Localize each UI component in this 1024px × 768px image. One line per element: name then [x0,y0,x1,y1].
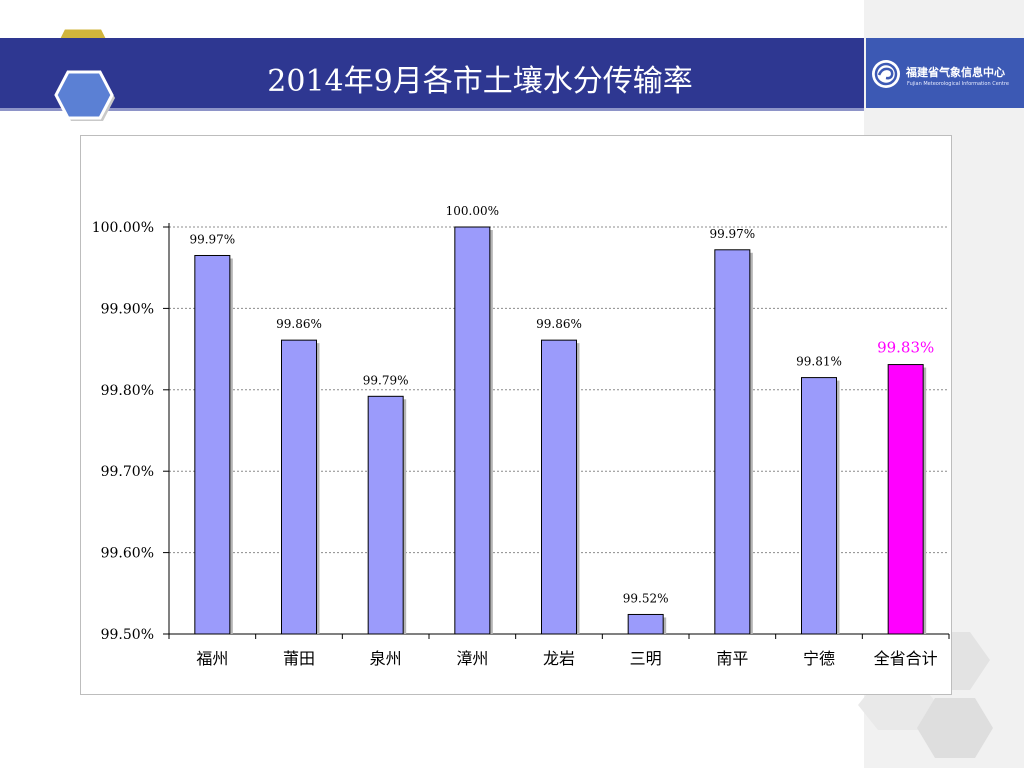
bar [194,254,231,635]
data-label: 99.97% [709,227,755,241]
x-tick-label: 全省合计 [874,649,938,668]
logo-name-cn: 福建省气象信息中心 [906,66,1005,79]
data-label: 99.83% [877,339,934,357]
chart-frame: 99.50% 99.60% 99.70% 99.80% 99.90% 100.00% 99.… [80,135,952,695]
hexagon-light-3 [917,698,993,758]
x-tick-label: 三明 [630,649,662,668]
y-tick-label: 99.70% [101,464,154,480]
meteorological-logo-icon [872,60,900,88]
x-tick-label: 泉州 [370,649,402,668]
bar [887,364,924,635]
bar [714,249,751,635]
data-label: 99.97% [189,232,235,246]
bar [541,339,577,635]
data-label: 99.86% [536,317,582,331]
bar [367,395,404,635]
banner-underline [0,108,864,111]
bar [281,339,317,635]
y-tick-label: 99.80% [101,383,154,399]
data-label: 100.00% [446,204,499,218]
title-banner [0,38,864,108]
page-title: 2014年9月各市土壤水分传输率 [267,64,693,99]
data-label: 99.86% [276,317,322,331]
y-tick-label: 100.00% [92,220,154,236]
data-label: 99.81% [796,355,842,369]
bar-chart: 99.50% 99.60% 99.70% 99.80% 99.90% 100.00% 99.… [92,204,950,668]
y-tick-label: 99.60% [101,546,154,562]
y-tick-label: 99.90% [101,301,154,317]
x-tick-label: 宁德 [803,649,835,668]
bar [627,613,664,635]
logo-name-en: Fujian Meteorological Information Centre [907,81,1009,87]
x-tick-label: 莆田 [283,649,315,668]
data-label: 99.79% [363,373,409,387]
bar [454,226,491,635]
data-label: 99.52% [623,591,669,605]
x-tick-label: 漳州 [456,649,488,668]
x-tick-label: 南平 [716,649,748,668]
x-tick-label: 福州 [196,649,228,668]
bar [801,377,837,635]
x-tick-label: 龙岩 [543,649,575,668]
y-tick-label: 99.50% [101,627,154,643]
